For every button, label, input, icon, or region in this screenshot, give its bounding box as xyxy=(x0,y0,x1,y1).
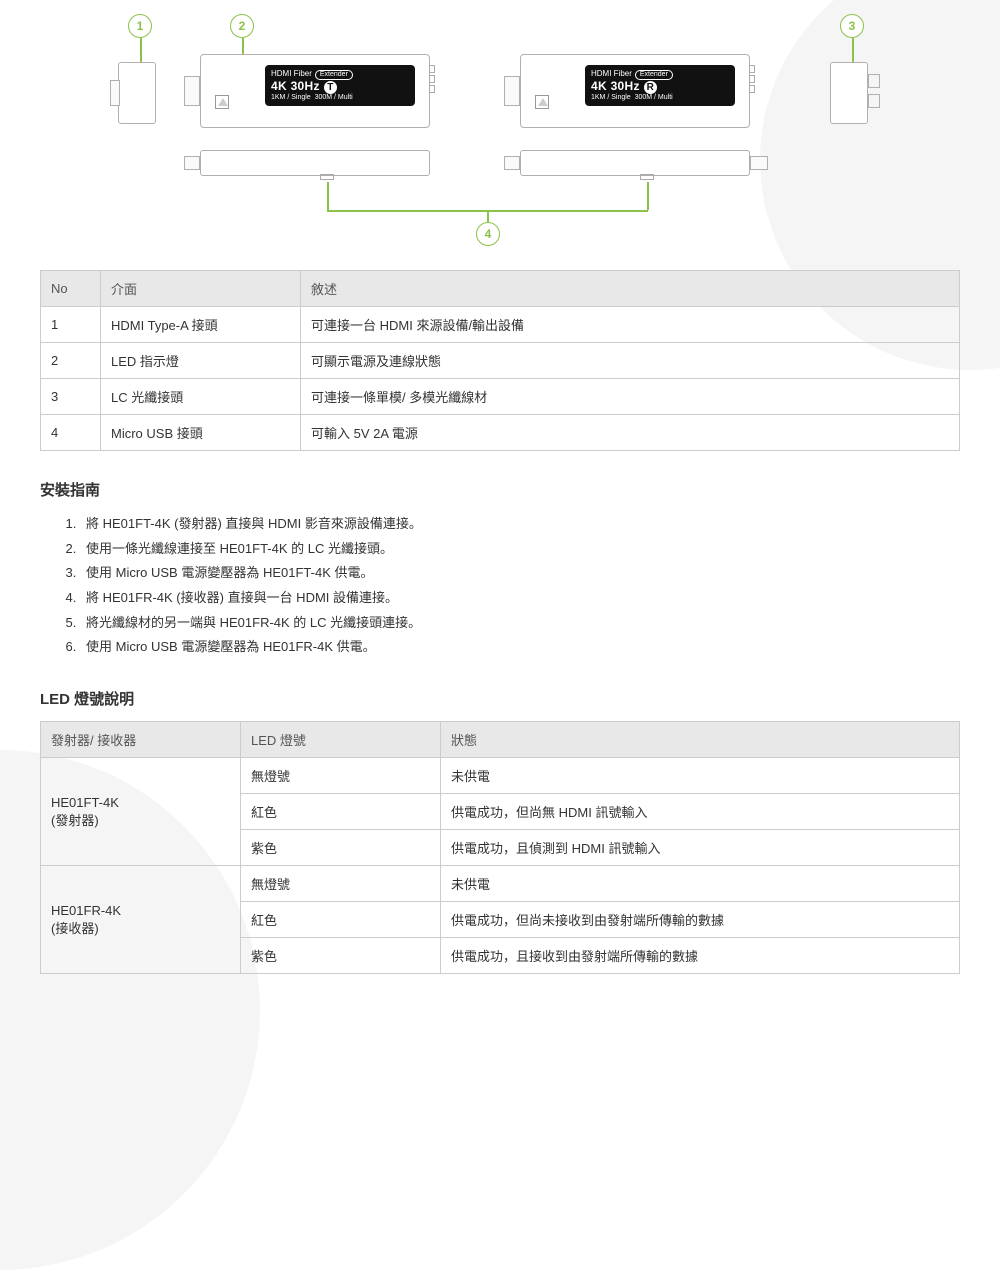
led-triangle-r xyxy=(535,95,549,109)
th-led: LED 燈號 xyxy=(241,722,441,758)
end-profile-hdmi xyxy=(118,62,156,124)
micro-usb-t xyxy=(320,174,334,180)
callout-3: 3 xyxy=(840,14,864,38)
led-triangle-t xyxy=(215,95,229,109)
cell-led: 紅色 xyxy=(241,794,441,830)
th-iface: 介面 xyxy=(101,271,301,307)
badge-t: T xyxy=(324,81,337,94)
led-table: 發射器/ 接收器 LED 燈號 狀態 HE01FT-4K (發射器) 無燈號 未… xyxy=(40,721,960,974)
cell-led: 無燈號 xyxy=(241,758,441,794)
cell-no: 2 xyxy=(41,343,101,379)
callout-4: 4 xyxy=(476,222,500,246)
cell-iface: LC 光纖接頭 xyxy=(101,379,301,415)
step: 使用 Micro USB 電源變壓器為 HE01FT-4K 供電。 xyxy=(80,561,960,586)
callout-3-line xyxy=(852,38,854,62)
end-profile-lc xyxy=(830,62,868,124)
cell-state: 供電成功，且偵測到 HDMI 訊號輸入 xyxy=(441,830,960,866)
callout-4-vr xyxy=(647,182,649,210)
cell-state: 供電成功，但尚未接收到由發射端所傳輸的數據 xyxy=(441,902,960,938)
th-desc: 敘述 xyxy=(301,271,960,307)
device-transmitter: HDMI FiberExtender 4K 30Hz T 1KM / Single… xyxy=(200,54,430,128)
th-no: No xyxy=(41,271,101,307)
product-diagram: 1 2 3 HDMI FiberExtender 4K 30HzT 1KM / … xyxy=(40,10,960,260)
callout-2: 2 xyxy=(230,14,254,38)
table-row: HE01FR-4K (接收器) 無燈號 未供電 xyxy=(41,866,960,902)
cell-led: 無燈號 xyxy=(241,866,441,902)
micro-usb-r xyxy=(640,174,654,180)
cell-state: 未供電 xyxy=(441,758,960,794)
cell-state: 未供電 xyxy=(441,866,960,902)
side-hdmi-t xyxy=(184,156,200,170)
step: 使用一條光纖線連接至 HE01FT-4K 的 LC 光纖接頭。 xyxy=(80,537,960,562)
cell-no: 1 xyxy=(41,307,101,343)
cell-led: 紫色 xyxy=(241,830,441,866)
device-receiver: HDMI FiberExtender 4K 30Hz R 1KM / Single… xyxy=(520,54,750,128)
hdmi-plug-t xyxy=(184,76,200,106)
label-pill-r: Extender xyxy=(635,70,673,80)
cell-no: 4 xyxy=(41,415,101,451)
side-profile-r xyxy=(520,150,750,176)
label-l3r: 300M / Multi xyxy=(315,94,353,101)
cell-state: 供電成功，且接收到由發射端所傳輸的數據 xyxy=(441,938,960,974)
cell-dev: HE01FT-4K (發射器) xyxy=(41,758,241,866)
side-profile-t xyxy=(200,150,430,176)
th-state: 狀態 xyxy=(441,722,960,758)
cell-desc: 可連接一條單模/ 多模光纖線材 xyxy=(301,379,960,415)
cell-iface: Micro USB 接頭 xyxy=(101,415,301,451)
step: 將 HE01FT-4K (發射器) 直接與 HDMI 影音來源設備連接。 xyxy=(80,512,960,537)
interface-table: No 介面 敘述 1 HDMI Type-A 接頭 可連接一台 HDMI 來源設… xyxy=(40,270,960,451)
lc-ports-r xyxy=(749,63,755,103)
install-title: 安裝指南 xyxy=(40,479,960,500)
label-line1-r: HDMI Fiber xyxy=(591,69,632,78)
side-lc-r xyxy=(750,156,768,170)
device-label-t: HDMI FiberExtender 4K 30Hz T 1KM / Single… xyxy=(265,65,415,106)
callout-4-stem xyxy=(487,210,489,222)
cell-dev: HE01FR-4K (接收器) xyxy=(41,866,241,974)
device-label-r: HDMI FiberExtender 4K 30Hz R 1KM / Single… xyxy=(585,65,735,106)
label-line1: HDMI Fiber xyxy=(271,69,312,78)
table-row: 4 Micro USB 接頭 可輸入 5V 2A 電源 xyxy=(41,415,960,451)
callout-1: 1 xyxy=(128,14,152,38)
table-row: 2 LED 指示燈 可顯示電源及連線狀態 xyxy=(41,343,960,379)
side-hdmi-r xyxy=(504,156,520,170)
lc-port-shape1 xyxy=(868,74,880,88)
cell-led: 紅色 xyxy=(241,902,441,938)
hdmi-plug-shape xyxy=(110,80,120,106)
cell-state: 供電成功，但尚無 HDMI 訊號輸入 xyxy=(441,794,960,830)
table-row: 1 HDMI Type-A 接頭 可連接一台 HDMI 來源設備/輸出設備 xyxy=(41,307,960,343)
label-l3r-r: 300M / Multi xyxy=(635,94,673,101)
badge-r: R xyxy=(644,81,657,94)
step: 將光纖線材的另一端與 HE01FR-4K 的 LC 光纖接頭連接。 xyxy=(80,611,960,636)
callout-1-line xyxy=(140,38,142,62)
table-row: 3 LC 光纖接頭 可連接一條單模/ 多模光纖線材 xyxy=(41,379,960,415)
th-dev: 發射器/ 接收器 xyxy=(41,722,241,758)
label-big-r: 4K 30Hz xyxy=(591,79,640,93)
table-row: HE01FT-4K (發射器) 無燈號 未供電 xyxy=(41,758,960,794)
cell-no: 3 xyxy=(41,379,101,415)
step: 使用 Micro USB 電源變壓器為 HE01FR-4K 供電。 xyxy=(80,635,960,660)
cell-iface: LED 指示燈 xyxy=(101,343,301,379)
label-l3l: 1KM / Single xyxy=(271,94,311,101)
step: 將 HE01FR-4K (接收器) 直接與一台 HDMI 設備連接。 xyxy=(80,586,960,611)
cell-iface: HDMI Type-A 接頭 xyxy=(101,307,301,343)
callout-4-vl xyxy=(327,182,329,210)
label-l3l-r: 1KM / Single xyxy=(591,94,631,101)
cell-desc: 可顯示電源及連線狀態 xyxy=(301,343,960,379)
cell-desc: 可連接一台 HDMI 來源設備/輸出設備 xyxy=(301,307,960,343)
install-steps: 將 HE01FT-4K (發射器) 直接與 HDMI 影音來源設備連接。 使用一… xyxy=(80,512,960,660)
led-title: LED 燈號說明 xyxy=(40,688,960,709)
lc-port-shape2 xyxy=(868,94,880,108)
label-big: 4K 30Hz xyxy=(271,79,320,93)
lc-ports-t xyxy=(429,63,435,103)
hdmi-plug-r xyxy=(504,76,520,106)
cell-led: 紫色 xyxy=(241,938,441,974)
label-pill: Extender xyxy=(315,70,353,80)
cell-desc: 可輸入 5V 2A 電源 xyxy=(301,415,960,451)
